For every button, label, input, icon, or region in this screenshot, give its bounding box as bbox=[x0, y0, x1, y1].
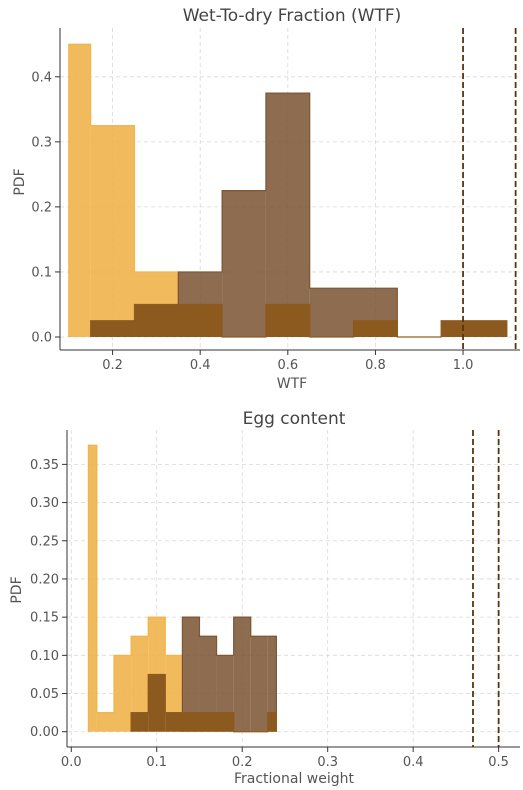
histogram-bar bbox=[250, 636, 268, 732]
wtf-histogram-panel: Wet-To-dry Fraction (WTF) 0.2 0.4 0.6 0.8 1.… bbox=[12, 6, 520, 392]
y-tick-label: 0.0 bbox=[31, 330, 52, 345]
histogram-bar bbox=[96, 712, 115, 732]
histogram-bar bbox=[114, 655, 132, 732]
x-axis-label: Fractional weight bbox=[234, 771, 355, 787]
y-tick-label: 0.15 bbox=[30, 611, 59, 626]
y-tick-label: 0.35 bbox=[30, 458, 59, 473]
histogram-bar bbox=[131, 712, 149, 732]
y-tick-label: 0.05 bbox=[30, 687, 59, 702]
y-axis-label: PDF bbox=[12, 168, 28, 195]
histogram-bar bbox=[199, 636, 217, 732]
histogram-bar bbox=[148, 674, 166, 732]
y-tick-label: 0.25 bbox=[30, 534, 59, 549]
histogram-bar bbox=[353, 320, 398, 337]
x-tick-label: 0.3 bbox=[317, 755, 338, 770]
y-tick-label: 0.4 bbox=[31, 70, 52, 85]
egg-content-histogram-panel: Egg content 0.0 0.1 0.2 0.3 0.4 0.5 0.00 0.05 0.… bbox=[9, 409, 520, 787]
histogram-bar bbox=[68, 44, 91, 337]
histogram-outline bbox=[177, 92, 398, 337]
x-tick-label: 0.4 bbox=[403, 755, 424, 770]
histogram-bar bbox=[222, 190, 266, 337]
histogram-bar bbox=[134, 304, 223, 337]
y-tick-label: 0.3 bbox=[31, 135, 52, 150]
x-tick-label: 0.8 bbox=[365, 358, 386, 373]
y-tick-label: 0.10 bbox=[30, 649, 59, 664]
x-tick-label: 0.5 bbox=[488, 755, 509, 770]
y-tick-label: 0.1 bbox=[31, 265, 52, 280]
histogram-bar bbox=[267, 712, 277, 732]
histogram-bar bbox=[90, 125, 135, 337]
y-tick-label: 0.30 bbox=[30, 496, 59, 511]
y-tick-label: 0.00 bbox=[30, 725, 59, 740]
x-tick-label: 0.0 bbox=[61, 755, 82, 770]
x-tick-label: 0.2 bbox=[102, 358, 123, 373]
histogram-bar bbox=[441, 320, 507, 337]
histogram-bar bbox=[265, 304, 310, 337]
histogram-bar bbox=[131, 636, 149, 732]
x-tick-label: 0.2 bbox=[232, 755, 253, 770]
histogram-outline bbox=[181, 616, 278, 732]
histogram-bar bbox=[182, 712, 234, 732]
x-tick-label: 0.1 bbox=[146, 755, 167, 770]
x-tick-label: 1.0 bbox=[453, 358, 474, 373]
histogram-outline bbox=[87, 444, 183, 732]
histogram-outline bbox=[130, 673, 278, 733]
x-tick-label: 0.6 bbox=[277, 358, 298, 373]
y-tick-label: 0.20 bbox=[30, 572, 59, 587]
histogram-bar bbox=[267, 636, 277, 732]
histogram-outline bbox=[90, 303, 508, 338]
x-axis-label: WTF bbox=[277, 376, 307, 392]
histogram-bar bbox=[182, 617, 200, 732]
histogram-bar bbox=[265, 93, 310, 337]
x-tick-label: 0.4 bbox=[190, 358, 211, 373]
histogram-bar bbox=[90, 320, 135, 337]
chart-title: Wet-To-dry Fraction (WTF) bbox=[183, 6, 402, 26]
histogram-bar bbox=[233, 617, 251, 732]
y-axis-label: PDF bbox=[9, 576, 25, 603]
chart-title: Egg content bbox=[243, 409, 346, 429]
histogram-bar bbox=[165, 712, 183, 732]
y-tick-label: 0.2 bbox=[31, 200, 52, 215]
histogram-outline bbox=[68, 43, 179, 337]
histogram-bar bbox=[88, 445, 97, 732]
